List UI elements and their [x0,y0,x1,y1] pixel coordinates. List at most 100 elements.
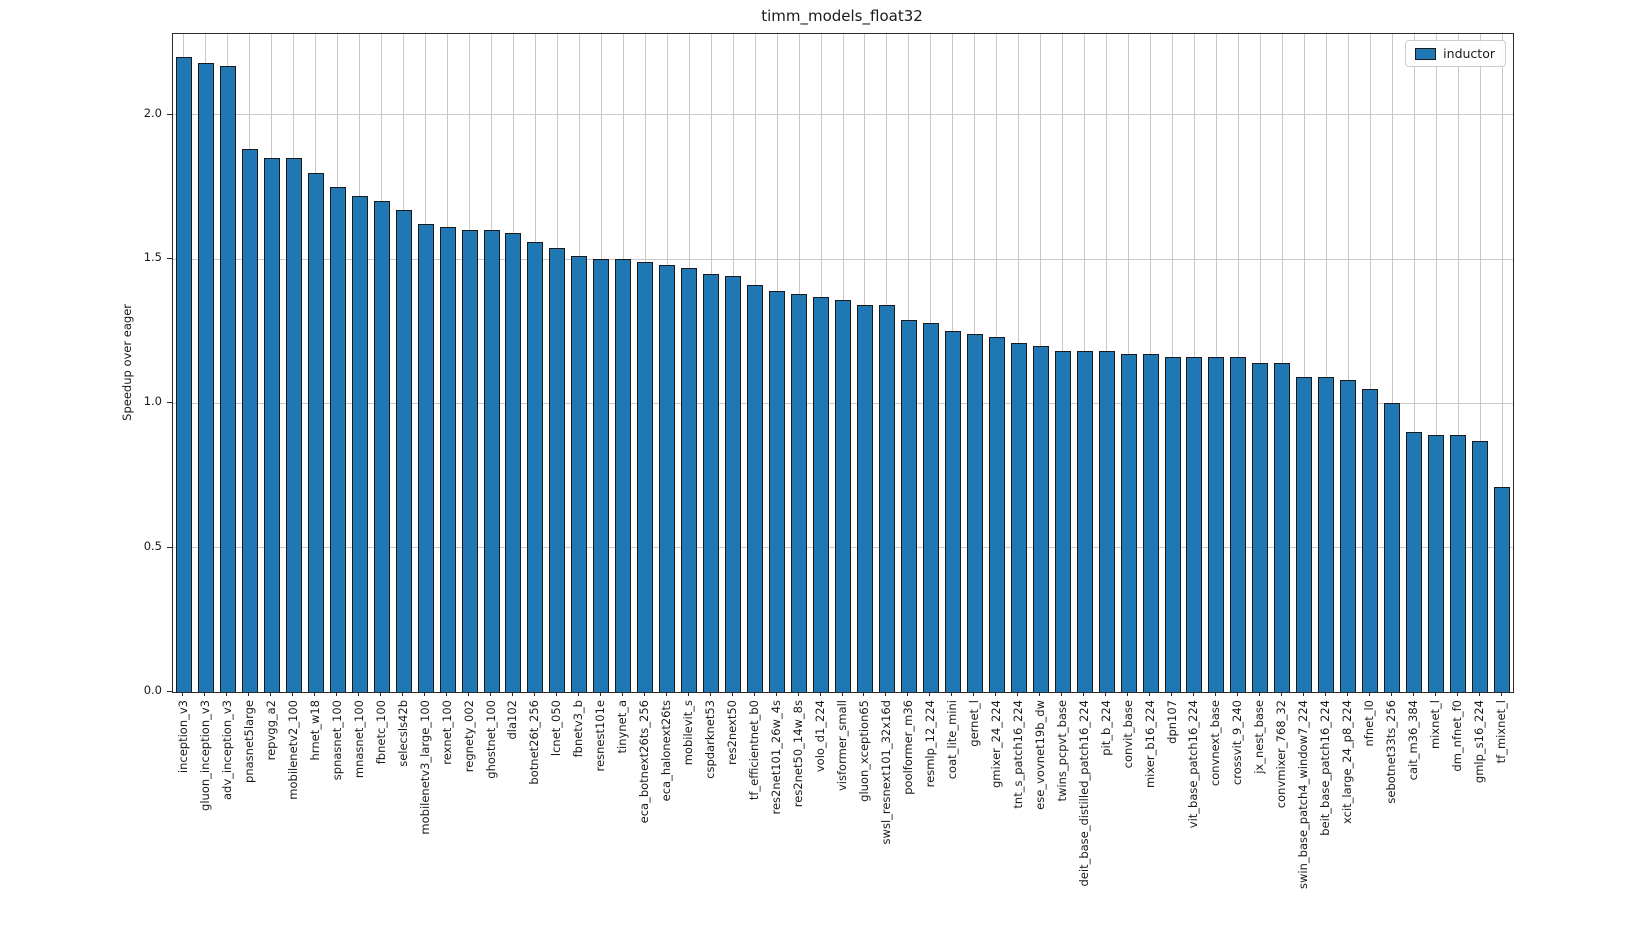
bar [527,241,544,692]
x-tick-mark [555,692,557,696]
x-tick-label: convnext_base [1208,700,1223,787]
x-gridline [1325,34,1327,692]
x-tick-mark [775,692,777,696]
bar [1384,403,1401,692]
bar [1120,354,1137,692]
x-tick-mark [929,692,931,696]
bar [659,264,676,692]
x-tick-label: res2next50 [725,700,740,765]
x-tick-label: vit_base_patch16_224 [1186,700,1201,829]
x-tick-label: mobilenetv2_100 [285,700,300,800]
x-gridline [1479,34,1481,692]
bar [417,224,434,692]
bar [1406,432,1423,692]
y-tick-label: 2.0 [143,105,162,120]
bar [725,276,742,692]
x-tick-label: coat_lite_mini [944,700,959,780]
bar [1318,377,1335,692]
x-tick-label: dm_nfnet_f0 [1450,700,1465,772]
x-tick-label: rexnet_100 [439,700,454,765]
x-tick-mark [270,692,272,696]
x-tick-label: repvgg_a2 [263,700,278,761]
x-tick-mark [621,692,623,696]
y-tick-mark [167,691,172,692]
x-tick-mark [490,692,492,696]
x-tick-mark [1434,692,1436,696]
x-tick-label: hrnet_w18 [307,700,322,761]
x-tick-label: dla102 [505,700,520,740]
x-tick-mark [1478,692,1480,696]
x-tick-mark [1017,692,1019,696]
x-tick-label: swin_base_patch4_window7_224 [1296,700,1311,889]
x-tick-mark [885,692,887,696]
x-tick-mark [336,692,338,696]
bar [791,293,808,692]
legend-swatch [1415,47,1437,60]
x-tick-label: mobilenetv3_large_100 [417,700,432,835]
bar [197,62,214,692]
bar [1010,342,1027,692]
bar [285,158,302,692]
x-tick-label: lcnet_050 [549,700,564,757]
x-tick-mark [709,692,711,696]
x-tick-mark [643,692,645,696]
x-tick-mark [1280,692,1282,696]
bar [637,262,654,692]
bar [1362,388,1379,692]
y-tick-mark [167,258,172,260]
x-tick-label: cspdarknet53 [703,700,718,779]
x-tick-mark [1302,692,1304,696]
x-tick-label: fbnetc_100 [373,700,388,765]
x-gridline [1435,34,1437,692]
x-tick-mark [1149,692,1151,696]
x-tick-mark [424,692,426,696]
x-gridline [1369,34,1371,692]
x-tick-label: swsl_resnext101_32x16d [878,700,893,845]
bar [681,267,698,692]
x-tick-label: inception_v3 [175,700,190,774]
x-tick-label: dpn107 [1164,700,1179,744]
bar [922,322,939,692]
x-tick-mark [1127,692,1129,696]
x-tick-mark [358,692,360,696]
y-tick-mark [167,113,172,115]
x-tick-label: resnest101e [593,700,608,772]
bar [856,305,873,692]
bar [1252,363,1269,692]
x-tick-mark [292,692,294,696]
x-tick-mark [599,692,601,696]
bar [703,273,720,692]
x-tick-mark [731,692,733,696]
bar [1208,357,1225,692]
x-tick-mark [204,692,206,696]
x-tick-mark [577,692,579,696]
bar [1296,377,1313,692]
y-tick-label: 0.5 [143,538,162,553]
x-tick-label: adv_inception_v3 [219,700,234,800]
x-tick-mark [1083,692,1085,696]
x-tick-mark [1105,692,1107,696]
bar [835,299,851,692]
bar [747,285,764,692]
bar [1076,351,1093,692]
x-tick-label: mnasnet_100 [351,700,366,779]
legend: inductor [1405,40,1506,67]
x-tick-label: botnet26t_256 [527,700,542,785]
x-tick-mark [841,692,843,696]
x-tick-label: fbnetv3_b [571,700,586,758]
bar [439,227,456,692]
x-tick-mark [1412,692,1414,696]
bar [483,230,500,692]
bar [571,256,588,692]
x-tick-label: ghostnet_100 [483,700,498,779]
bar [1164,357,1181,692]
x-tick-label: gmlp_s16_224 [1472,700,1487,784]
x-tick-label: tnt_s_patch16_224 [1010,700,1025,809]
x-tick-mark [533,692,535,696]
x-tick-label: eca_halonext26ts [659,700,674,802]
x-tick-mark [182,692,184,696]
x-tick-label: resmlp_12_224 [922,700,937,788]
bar [219,65,236,692]
x-tick-mark [446,692,448,696]
